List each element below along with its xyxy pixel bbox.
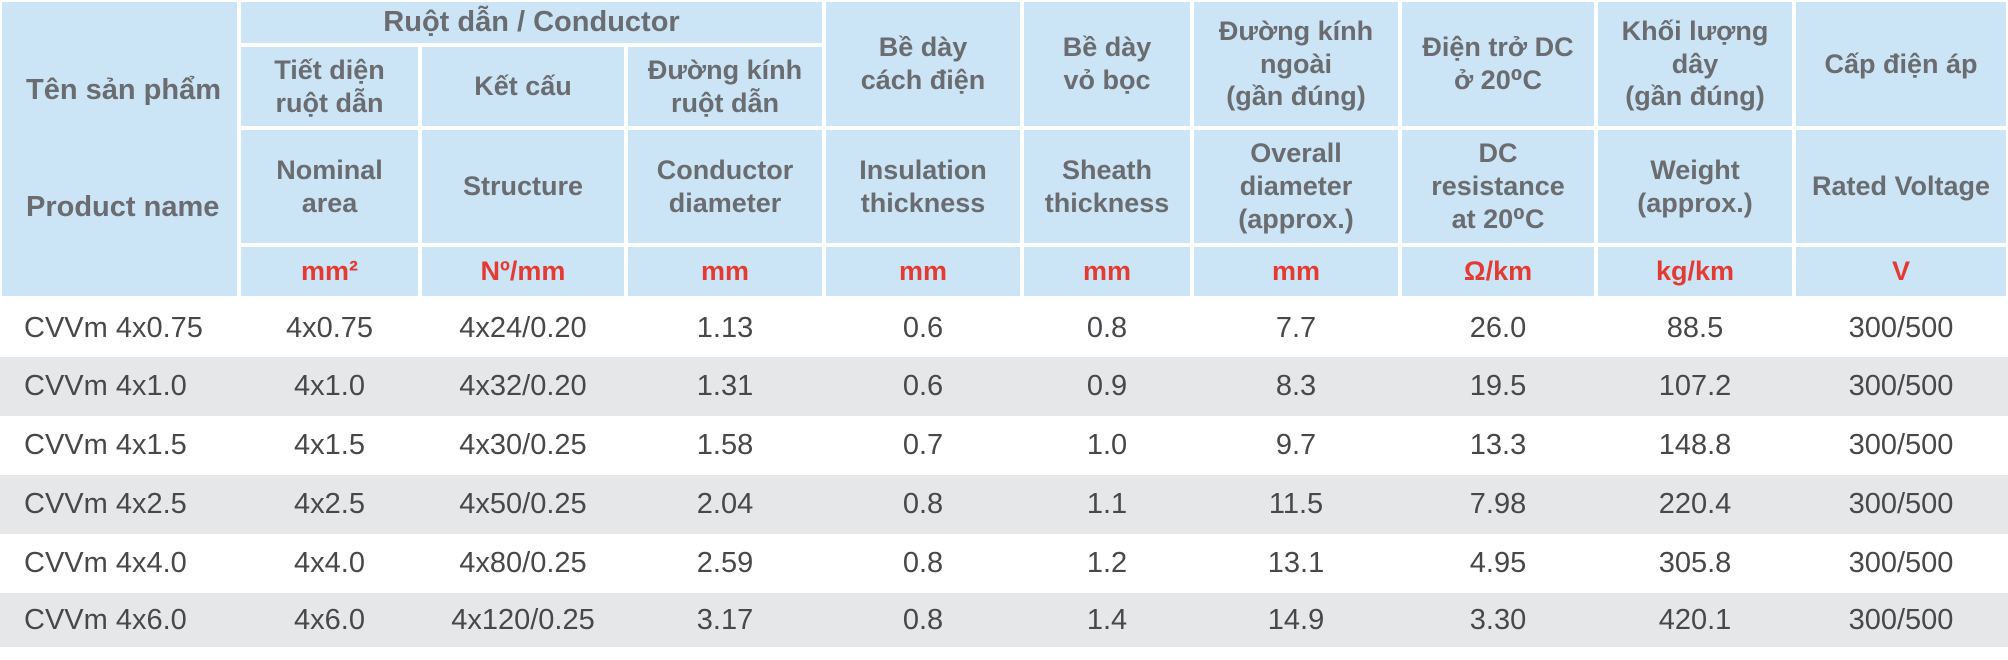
spec-value-cell: 420.1 [1596, 593, 1795, 647]
spec-value-cell: 0.8 [824, 593, 1023, 647]
overall-diameter-header-en: Overall diameter (approx.) [1190, 126, 1403, 247]
conductor-diameter-unit: mm [623, 243, 827, 300]
table-row: CVVm 4x1.5 4x1.5 4x30/0.25 1.58 0.7 1.0 9.7 13.… [0, 416, 2008, 475]
weight-header-en: Weight (approx.) [1594, 126, 1797, 247]
overall-diameter-unit: mm [1190, 243, 1403, 300]
rated-voltage-header-en: Rated Voltage [1792, 126, 2008, 247]
spec-value-cell: 11.5 [1192, 475, 1401, 534]
conductor-diameter-header-en: Conductor diameter [623, 126, 827, 247]
nominal-area-header-en: Nominal area [237, 126, 422, 247]
table-row: CVVm 4x6.0 4x6.0 4x120/0.25 3.17 0.8 1.4 14.9 3… [0, 593, 2008, 647]
spec-value-cell: 300/500 [1794, 534, 2008, 593]
spec-value-cell: 0.7 [824, 416, 1023, 475]
spec-value-cell: 13.3 [1400, 416, 1597, 475]
spec-value-cell: 1.0 [1022, 416, 1193, 475]
spec-value-cell: 300/500 [1794, 416, 2008, 475]
spec-value-cell: 4x24/0.20 [420, 298, 626, 357]
spec-value-cell: 300/500 [1794, 298, 2008, 357]
dc-resistance-unit: Ω/km [1398, 243, 1599, 300]
dc-resistance-header-en: DC resistance at 20⁰C [1398, 126, 1599, 247]
product-name-cell: CVVm 4x1.0 [0, 357, 239, 416]
product-name-header: Tên sản phẩm Product name [0, 0, 241, 300]
spec-value-cell: 14.9 [1192, 593, 1401, 647]
structure-unit: Nº/mm [418, 243, 628, 300]
sheath-thickness-header-vi: Bề dày vỏ bọc [1020, 0, 1195, 130]
spec-value-cell: 1.13 [626, 298, 825, 357]
weight-header-vi: Khối lượng dây (gần đúng) [1594, 0, 1797, 130]
spec-value-cell: 0.6 [824, 357, 1023, 416]
spec-value-cell: 1.31 [626, 357, 825, 416]
sheath-thickness-unit: mm [1020, 243, 1195, 300]
spec-value-cell: 4x30/0.25 [420, 416, 626, 475]
spec-value-cell: 4x4.0 [239, 534, 420, 593]
rated-voltage-unit: V [1792, 243, 2008, 300]
nominal-area-unit: mm² [237, 243, 422, 300]
table-row: CVVm 4x2.5 4x2.5 4x50/0.25 2.04 0.8 1.1 11.5 7.… [0, 475, 2008, 534]
spec-value-cell: 4x6.0 [239, 593, 420, 647]
spec-value-cell: 4x120/0.25 [420, 593, 626, 647]
spec-value-cell: 0.9 [1022, 357, 1193, 416]
spec-value-cell: 2.59 [626, 534, 825, 593]
spec-value-cell: 0.8 [824, 534, 1023, 593]
spec-value-cell: 4x32/0.20 [420, 357, 626, 416]
spec-value-cell: 220.4 [1596, 475, 1795, 534]
sheath-thickness-header-en: Sheath thickness [1020, 126, 1195, 247]
structure-header-vi: Kết cấu [418, 43, 628, 130]
spec-value-cell: 19.5 [1400, 357, 1597, 416]
spec-value-cell: 26.0 [1400, 298, 1597, 357]
nominal-area-header-vi: Tiết diện ruột dẫn [237, 43, 422, 130]
weight-unit: kg/km [1594, 243, 1797, 300]
spec-value-cell: 88.5 [1596, 298, 1795, 357]
spec-value-cell: 148.8 [1596, 416, 1795, 475]
product-name-cell: CVVm 4x1.5 [0, 416, 239, 475]
table-row: CVVm 4x0.75 4x0.75 4x24/0.20 1.13 0.6 0.8 7.7 2… [0, 298, 2008, 357]
spec-value-cell: 4x2.5 [239, 475, 420, 534]
insulation-thickness-header-vi: Bề dày cách điện [822, 0, 1025, 130]
spec-value-cell: 305.8 [1596, 534, 1795, 593]
conductor-group-header: Ruột dẫn / Conductor [236, 0, 827, 47]
spec-value-cell: 3.30 [1400, 593, 1597, 647]
spec-value-cell: 1.2 [1022, 534, 1193, 593]
product-name-header-vi: Tên sản phẩm [26, 73, 221, 106]
table-row: CVVm 4x4.0 4x4.0 4x80/0.25 2.59 0.8 1.2 13.1 4.… [0, 534, 2008, 593]
spec-value-cell: 4x1.5 [239, 416, 420, 475]
spec-value-cell: 1.4 [1022, 593, 1193, 647]
spec-value-cell: 0.8 [1022, 298, 1193, 357]
dc-resistance-header-vi: Điện trở DC ở 20⁰C [1398, 0, 1599, 130]
product-name-cell: CVVm 4x4.0 [0, 534, 239, 593]
spec-value-cell: 4x1.0 [239, 357, 420, 416]
table-row: CVVm 4x1.0 4x1.0 4x32/0.20 1.31 0.6 0.9 8.3 19.… [0, 357, 2008, 416]
product-name-cell: CVVm 4x2.5 [0, 475, 239, 534]
spec-value-cell: 8.3 [1192, 357, 1401, 416]
spec-value-cell: 300/500 [1794, 593, 2008, 647]
spec-value-cell: 107.2 [1596, 357, 1795, 416]
spec-value-cell: 7.98 [1400, 475, 1597, 534]
spec-value-cell: 4.95 [1400, 534, 1597, 593]
insulation-thickness-header-en: Insulation thickness [822, 126, 1025, 247]
spec-value-cell: 300/500 [1794, 475, 2008, 534]
product-name-cell: CVVm 4x0.75 [0, 298, 239, 357]
spec-value-cell: 1.58 [626, 416, 825, 475]
spec-value-cell: 4x50/0.25 [420, 475, 626, 534]
spec-value-cell: 1.1 [1022, 475, 1193, 534]
spec-value-cell: 9.7 [1192, 416, 1401, 475]
spec-value-cell: 7.7 [1192, 298, 1401, 357]
spec-value-cell: 3.17 [626, 593, 825, 647]
spec-value-cell: 13.1 [1192, 534, 1401, 593]
product-name-header-en: Product name [26, 190, 220, 223]
product-name-cell: CVVm 4x6.0 [0, 593, 239, 647]
spec-value-cell: 300/500 [1794, 357, 2008, 416]
insulation-thickness-unit: mm [822, 243, 1025, 300]
structure-header-en: Structure [418, 126, 628, 247]
spec-value-cell: 2.04 [626, 475, 825, 534]
spec-value-cell: 0.8 [824, 475, 1023, 534]
spec-value-cell: 4x0.75 [239, 298, 420, 357]
overall-diameter-header-vi: Đường kính ngoài (gần đúng) [1190, 0, 1403, 130]
conductor-diameter-header-vi: Đường kính ruột dẫn [623, 43, 827, 130]
spec-value-cell: 0.6 [824, 298, 1023, 357]
rated-voltage-header-vi: Cấp điện áp [1792, 0, 2008, 130]
spec-value-cell: 4x80/0.25 [420, 534, 626, 593]
